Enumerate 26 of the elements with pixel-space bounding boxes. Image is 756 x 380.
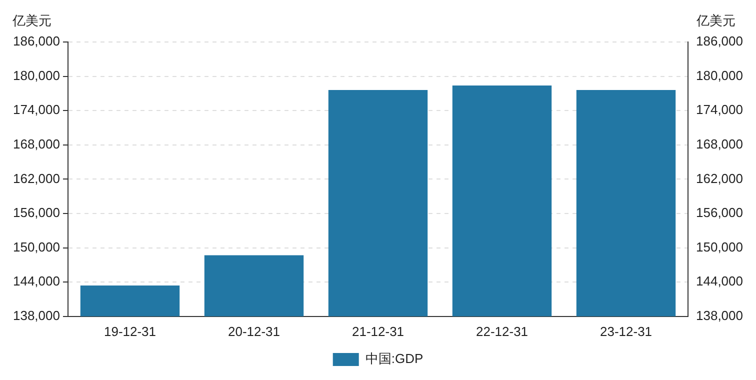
y2-tick-label: 138,000	[696, 308, 744, 323]
y2-tick-label: 168,000	[696, 136, 744, 152]
x-tick-label: 19-12-31	[104, 324, 156, 339]
y-tick-label: 144,000	[12, 274, 60, 289]
y-tick-label: 150,000	[12, 239, 60, 254]
y-tick-label: 162,000	[12, 170, 60, 186]
legend-label: 中国:GDP	[365, 351, 424, 366]
x-tick-label: 21-12-31	[352, 324, 404, 339]
x-tick-label: 23-12-31	[600, 324, 652, 339]
y-axis-title: 亿美元	[12, 13, 52, 28]
y2-tick-label: 156,000	[696, 205, 744, 220]
y2-tick-label: 180,000	[696, 68, 744, 83]
y2-tick-label: 150,000	[696, 239, 744, 254]
y-tick-label: 138,000	[12, 308, 60, 323]
y2-axis-title: 亿美元	[696, 13, 736, 28]
y-tick-label: 186,000	[12, 34, 60, 49]
x-tick-label: 20-12-31	[228, 324, 280, 339]
y-tick-label: 174,000	[12, 102, 60, 118]
y-tick-label: 168,000	[12, 136, 60, 152]
y-tick-label: 180,000	[12, 68, 60, 83]
y2-tick-label: 174,000	[696, 102, 744, 118]
y2-tick-label: 186,000	[696, 34, 744, 49]
y2-tick-label: 144,000	[696, 274, 744, 289]
y-tick-label: 156,000	[12, 205, 60, 220]
x-tick-label: 22-12-31	[476, 324, 528, 339]
y2-tick-label: 162,000	[696, 170, 744, 186]
